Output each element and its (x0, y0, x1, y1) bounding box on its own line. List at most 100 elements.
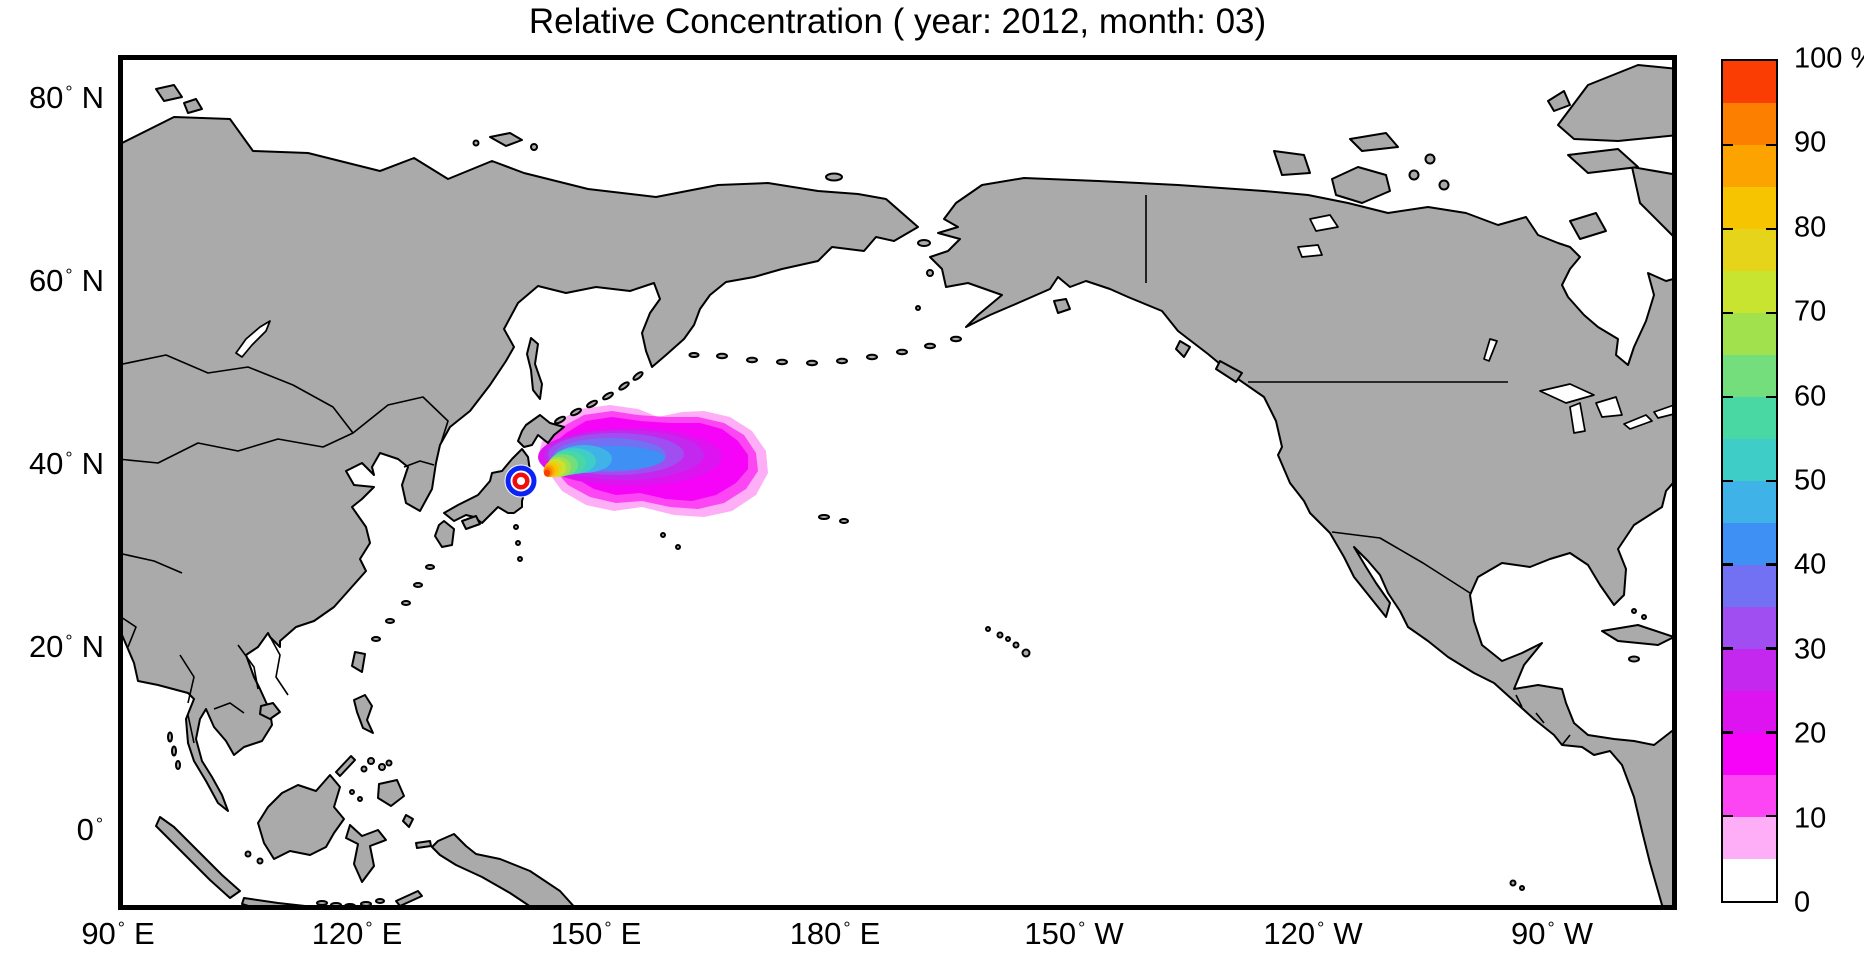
land-borneo (257, 774, 345, 860)
y-tick-label: 80 ° N (28, 80, 104, 115)
concentration-plume (538, 405, 768, 517)
colorbar-segment (1723, 271, 1776, 313)
source-marker-inner-ring (512, 472, 530, 490)
land-southampton (1569, 212, 1607, 240)
colorbar-label: 30 (1794, 633, 1827, 666)
colorbar-segment (1723, 775, 1776, 817)
colorbar-label: 40 (1794, 548, 1827, 581)
land-palawan (335, 755, 356, 777)
land-shikoku (461, 515, 481, 530)
x-tick-label: 150 ° E (550, 916, 642, 951)
colorbar-segment (1723, 523, 1776, 565)
land-vancouver-island (1215, 360, 1243, 383)
new-siberian-islands (489, 132, 523, 147)
land-jamaica (1628, 655, 1640, 663)
x-tick-label: 180 ° E (789, 916, 881, 951)
colorbar-tick (1723, 815, 1733, 818)
colorbar-label: 50 (1794, 464, 1827, 497)
land-new-guinea (431, 833, 579, 910)
colorbar-segment (1723, 145, 1776, 187)
colorbar-tick (1723, 395, 1733, 398)
x-tick-label: 90 ° W (1511, 916, 1593, 951)
land-kodiak (1053, 298, 1071, 314)
colorbar-tick (1723, 563, 1733, 566)
colorbar-tick (1766, 563, 1776, 566)
pacific-map (118, 55, 1677, 910)
y-axis: 80 ° N 60 ° N 40 ° N 20 ° N 0 ° (0, 0, 104, 973)
colorbar-label: 20 (1794, 717, 1827, 750)
st-lawrence-island (917, 239, 931, 247)
x-tick-label: 120 ° W (1263, 916, 1363, 951)
x-tick-label: 120 ° E (311, 916, 403, 951)
colorbar-label: 90 (1794, 126, 1827, 159)
severnaya-zemlya (155, 84, 183, 102)
ryukyu-islands (371, 564, 435, 642)
y-tick-label: 60 ° N (28, 263, 104, 298)
lakes (235, 214, 1677, 434)
landmasses (118, 64, 1677, 910)
colorbar-tick (1766, 647, 1776, 650)
land-victoria-island (1331, 166, 1391, 204)
lake-erie (1623, 414, 1653, 430)
land-ellesmere (1557, 64, 1677, 142)
land-taiwan (351, 651, 366, 673)
source-marker-outer-ring (505, 465, 537, 497)
colorbar-label: 80 (1794, 211, 1827, 244)
colorbar-segment (1723, 817, 1776, 859)
colorbar-tick (1723, 479, 1733, 482)
colorbar-tick (1766, 395, 1776, 398)
colorbar-segment (1723, 649, 1776, 691)
colorbar-tick (1723, 227, 1733, 231)
colorbar-label: 70 (1794, 295, 1827, 328)
land-timor (395, 890, 423, 907)
colorbar-segment (1723, 859, 1776, 901)
us-mexico-border (1331, 531, 1471, 594)
land-baffin-island (1631, 166, 1677, 241)
x-tick-label: 150 ° W (1024, 916, 1124, 951)
colorbar-tick (1723, 647, 1733, 650)
land-melville-island (1349, 132, 1399, 152)
source-marker (504, 464, 538, 498)
colorbar-segment (1723, 733, 1776, 775)
wrangel-island (825, 172, 843, 182)
lake-winnipeg (1483, 338, 1498, 362)
colorbar-segment (1723, 481, 1776, 523)
y-tick-label: 0 ° (76, 812, 103, 847)
country-borders (118, 195, 1571, 746)
land-luzon (353, 694, 374, 734)
land-haida-gwaii (1175, 340, 1191, 358)
land-americas (929, 177, 1677, 910)
hawaiian-islands (985, 626, 1031, 658)
figure-title: Relative Concentration ( year: 2012, mon… (528, 2, 1267, 41)
lake-ontario (1653, 404, 1677, 419)
lake-superior (1539, 383, 1595, 404)
colorbar-tick (1766, 143, 1776, 147)
lake-baikal (235, 320, 271, 358)
colorbar-segment (1723, 313, 1776, 355)
colorbar-tick (1766, 311, 1776, 315)
y-tick-label: 40 ° N (28, 446, 104, 481)
colorbar-segment (1723, 565, 1776, 607)
colorbar-tick (1723, 311, 1733, 315)
colorbar-tick (1723, 143, 1733, 147)
colorbar-tick (1766, 227, 1776, 231)
colorbar-segment (1723, 61, 1776, 103)
colorbar-label: 60 (1794, 380, 1827, 413)
land-banks-island (1273, 150, 1311, 176)
colorbar-segment (1723, 397, 1776, 439)
colorbar-segment (1723, 607, 1776, 649)
colorbar-segment (1723, 187, 1776, 229)
land-hokkaido (517, 414, 565, 448)
colorbar-segment (1723, 439, 1776, 481)
lake-michigan (1569, 402, 1586, 434)
land-mindanao (377, 779, 405, 807)
colorbar-tick (1766, 731, 1776, 734)
galapagos (1509, 879, 1517, 887)
colorbar (1721, 59, 1778, 903)
colorbar-label: 0 (1794, 886, 1811, 919)
lake-huron (1595, 396, 1623, 418)
land-devon-island (1567, 148, 1639, 174)
land-eurasia (118, 116, 919, 812)
x-tick-label: 90 ° E (81, 916, 155, 951)
colorbar-segment (1723, 355, 1776, 397)
